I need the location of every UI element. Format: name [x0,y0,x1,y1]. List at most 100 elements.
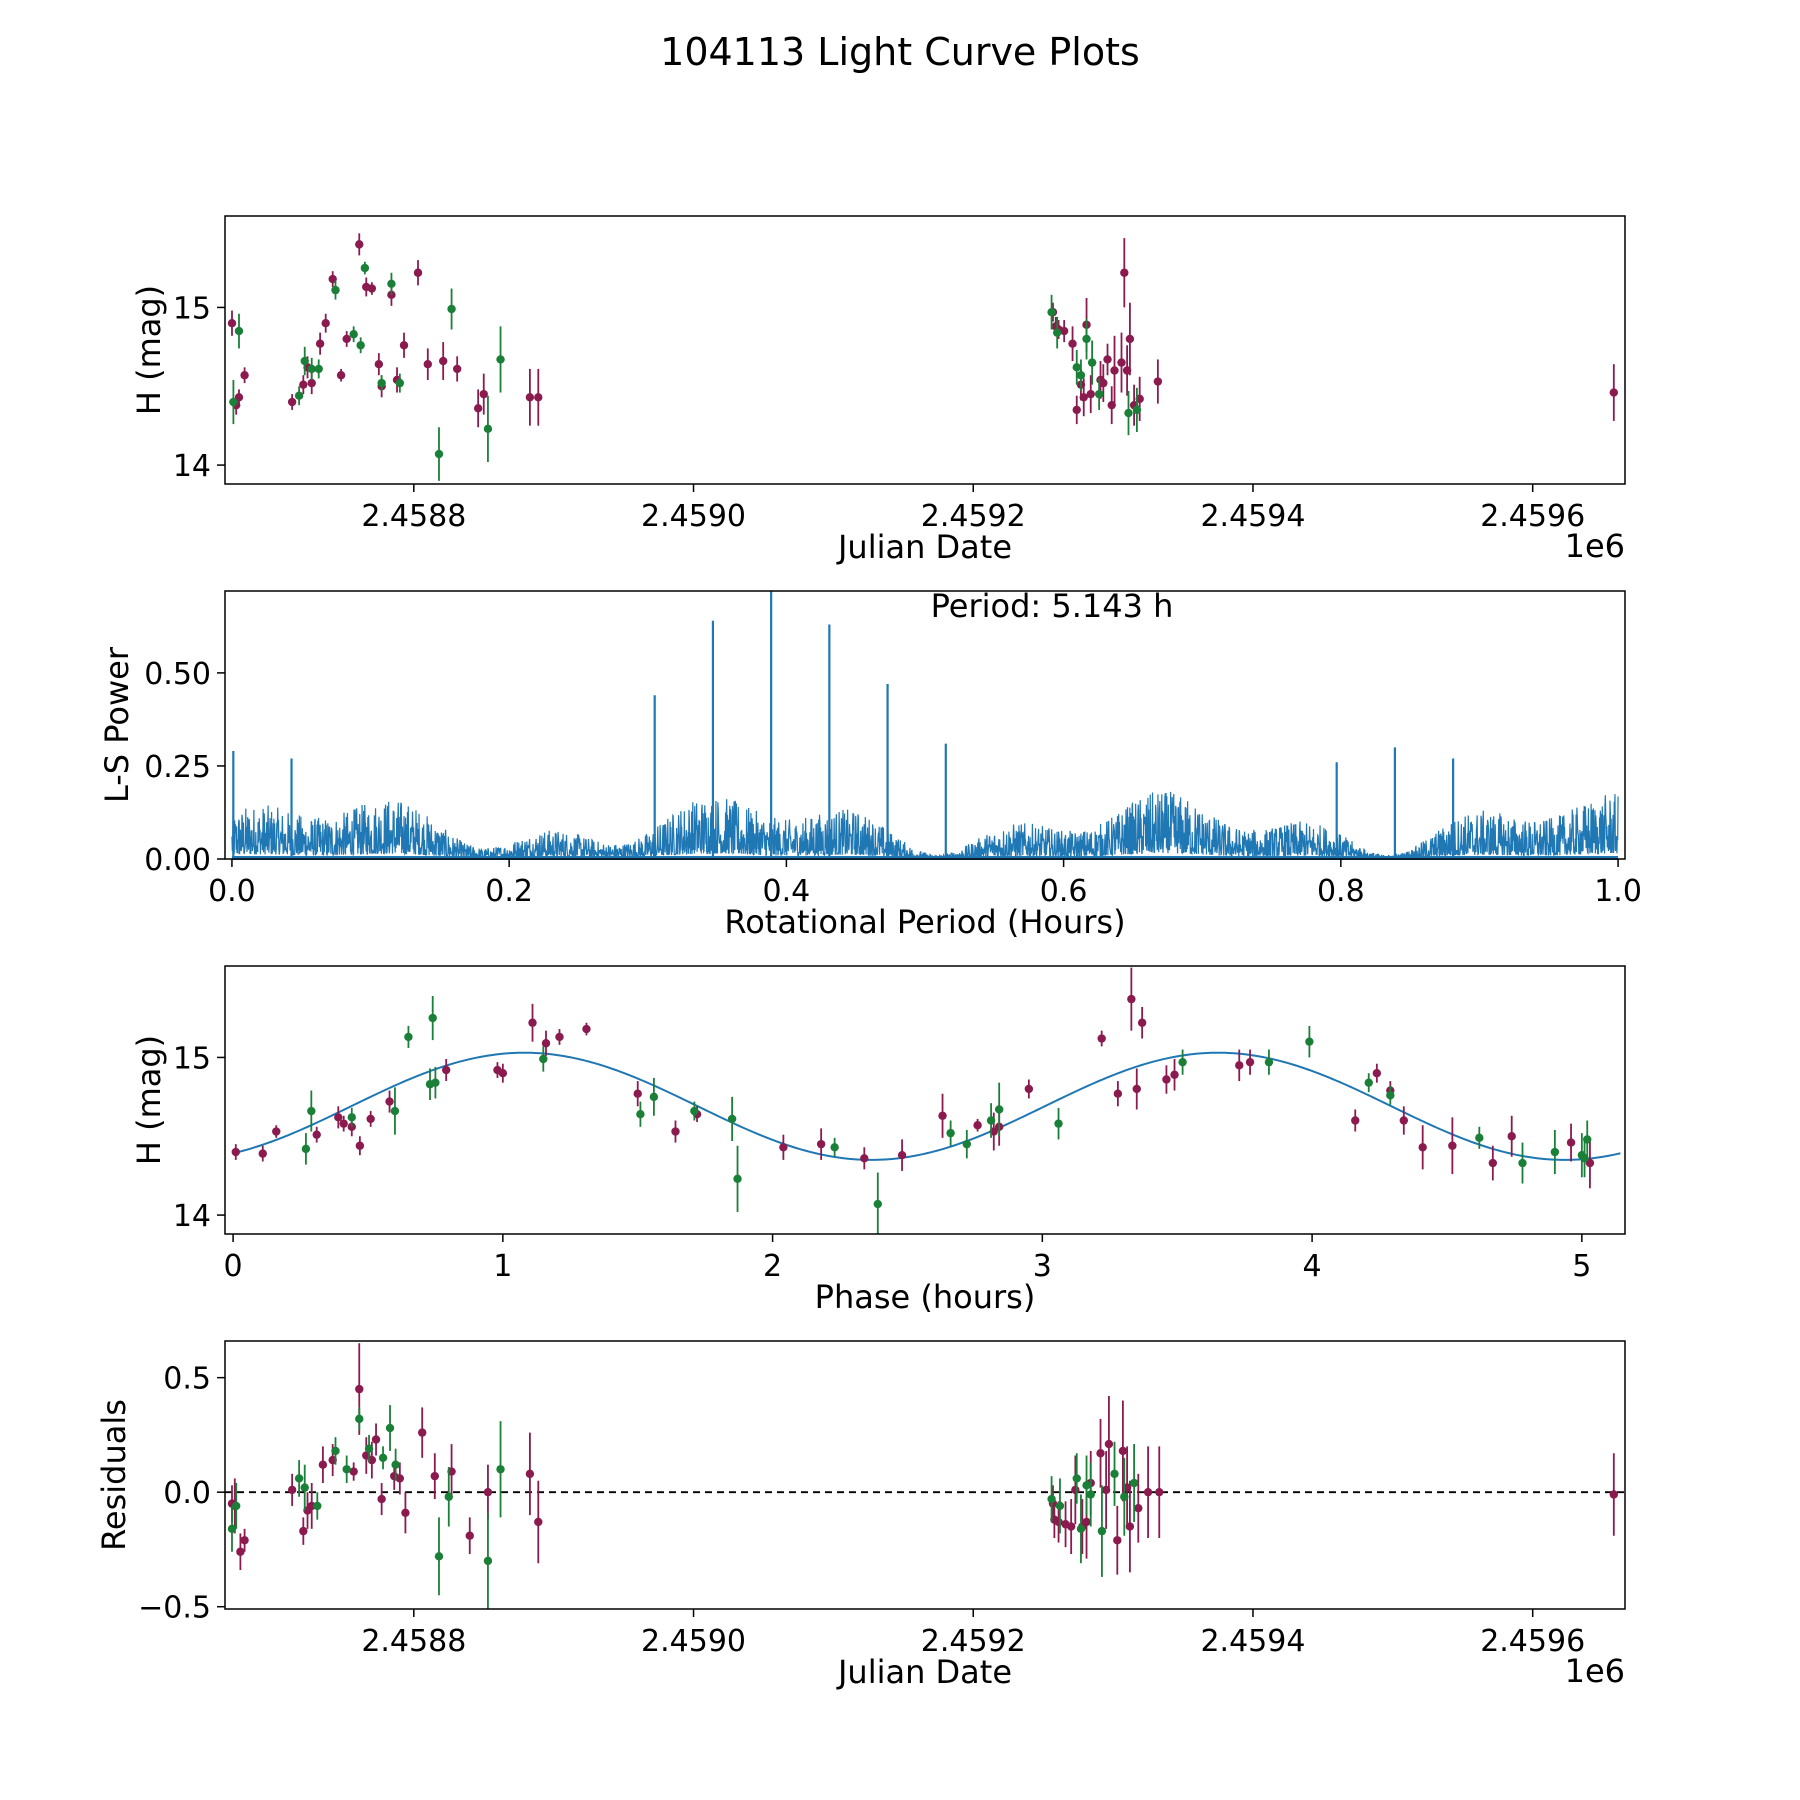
residuals-point-magenta [1155,1487,1164,1497]
phased-point-magenta [385,1097,394,1106]
periodogram-frame [224,590,1626,860]
lightcurve-xtick-label: 2.4594 [1200,499,1305,534]
residuals-point-magenta [1143,1487,1153,1497]
periodogram-xtick-label: 0.0 [208,874,256,909]
lightcurve-point-green [1124,408,1133,418]
phased-ticks: 0 1 2 3 4 5 14 15 [173,1041,1592,1284]
phased-point-magenta [973,1121,982,1130]
phased-plot-area [231,967,1621,1234]
phased-point-magenta [1170,1070,1179,1079]
periodogram-ticks: 0.0 0.2 0.4 0.6 0.8 1.0 0.00 0.25 0.50 [144,657,1642,909]
residuals-point-magenta [418,1428,427,1437]
residuals-point-magenta [401,1508,410,1517]
residuals-point-green [391,1460,400,1469]
phased-point-magenta [231,1147,240,1157]
periodogram-plot-area [231,591,1619,861]
phased-point-magenta [1024,1084,1034,1094]
phased-point-magenta [1132,1084,1141,1094]
phased-point-green [301,1144,311,1154]
phased-point-green [1583,1135,1592,1144]
residuals-plot-area [225,1343,1625,1609]
phased-point-magenta [272,1127,281,1136]
residuals-point-green [313,1501,322,1511]
residuals-point-green [300,1483,309,1492]
lightcurve-point-magenta [525,393,535,402]
phased-point-green [1364,1078,1373,1087]
lightcurve-xtick-label: 2.4588 [361,499,466,534]
phased-point-green [649,1092,659,1102]
phased-point-green [390,1106,400,1116]
lightcurve-point-green [1087,358,1097,367]
residuals-point-green [1097,1526,1107,1536]
residuals-point-green [385,1423,395,1433]
residuals-xtick-label: 2.4594 [1200,1624,1305,1659]
residuals-point-green [1110,1469,1119,1479]
lightcurve-point-green [1082,334,1091,344]
residuals-xtick-label: 2.4592 [921,1624,1026,1659]
residuals-point-magenta [377,1494,386,1504]
phased-point-green [1178,1057,1187,1067]
residuals-point-magenta [349,1467,358,1476]
phased-frame [224,965,1626,1235]
lightcurve-point-magenta [1103,355,1112,364]
phased-point-green [830,1143,839,1152]
lightcurve-point-green [496,355,505,364]
lightcurve-point-green [447,304,456,314]
lightcurve-point-magenta [315,339,325,348]
lightcurve-point-magenta [1609,388,1619,397]
phased-xtick-label: 0 [224,1249,243,1284]
lightcurve-point-magenta [321,319,330,328]
lightcurve-point-green [356,341,365,350]
residuals-ytick-label: 0.0 [163,1476,211,1511]
period-annotation: Period: 5.143 h [931,587,1174,625]
lightcurve-point-green [1052,328,1062,337]
lightcurve-point-magenta [240,371,249,380]
residuals-point-magenta [1118,1446,1128,1456]
residuals-point-magenta [355,1384,364,1394]
lightcurve-point-green [395,378,405,388]
residuals-point-green [1055,1501,1065,1511]
residuals-point-green [1120,1492,1129,1501]
residuals-point-green [231,1501,241,1511]
lightcurve-point-magenta [1117,358,1126,367]
phased-point-green [733,1174,742,1184]
residuals-point-green [434,1552,444,1561]
lightcurve-point-magenta [299,380,308,389]
lightcurve-point-magenta [479,389,488,399]
residuals-panel: 2.4588 2.4590 2.4592 2.4594 2.4596 −0.5 0.0 0.5… [95,1340,1626,1691]
phased-point-green [727,1114,737,1124]
phased-ytick-label: 15 [173,1041,211,1076]
periodogram-ytick-label: 0.00 [144,843,211,878]
phased-point-magenta [1137,1018,1147,1027]
phased-point-green [873,1199,882,1209]
phased-point-green [690,1106,699,1116]
lightcurve-point-magenta [227,319,237,328]
residuals-point-magenta [371,1435,381,1444]
residuals-offset-label: 1e6 [1565,1652,1625,1690]
periodogram-ytick-label: 0.50 [144,657,211,692]
phased-point-magenta [1566,1138,1576,1147]
figure-title: 104113 Light Curve Plots [660,30,1140,74]
residuals-point-green [331,1446,340,1456]
periodogram-xtick-label: 0.6 [1040,874,1088,909]
periodogram-ytick-label: 0.25 [144,750,211,785]
residuals-point-green [444,1492,453,1501]
lightcurve-plot-area [227,233,1619,481]
lightcurve-point-green [300,356,309,366]
phased-point-green [307,1106,316,1116]
phased-xtick-label: 4 [1303,1249,1322,1284]
periodogram-xtick-label: 1.0 [1594,874,1642,909]
residuals-point-magenta [236,1547,245,1556]
periodogram-xtick-label: 0.4 [763,874,811,909]
phased-point-magenta [1585,1158,1595,1168]
phased-point-magenta [779,1143,788,1152]
lightcurve-point-green [229,397,238,407]
residuals-point-magenta [525,1469,535,1479]
residuals-xtick-label: 2.4590 [641,1624,746,1659]
phased-point-magenta [816,1139,826,1149]
lightcurve-point-magenta [534,393,543,402]
phased-point-magenta [582,1024,591,1034]
periodogram-ylabel: L-S Power [98,646,136,803]
residuals-point-green [364,1444,374,1453]
phased-point-green [1518,1158,1527,1168]
